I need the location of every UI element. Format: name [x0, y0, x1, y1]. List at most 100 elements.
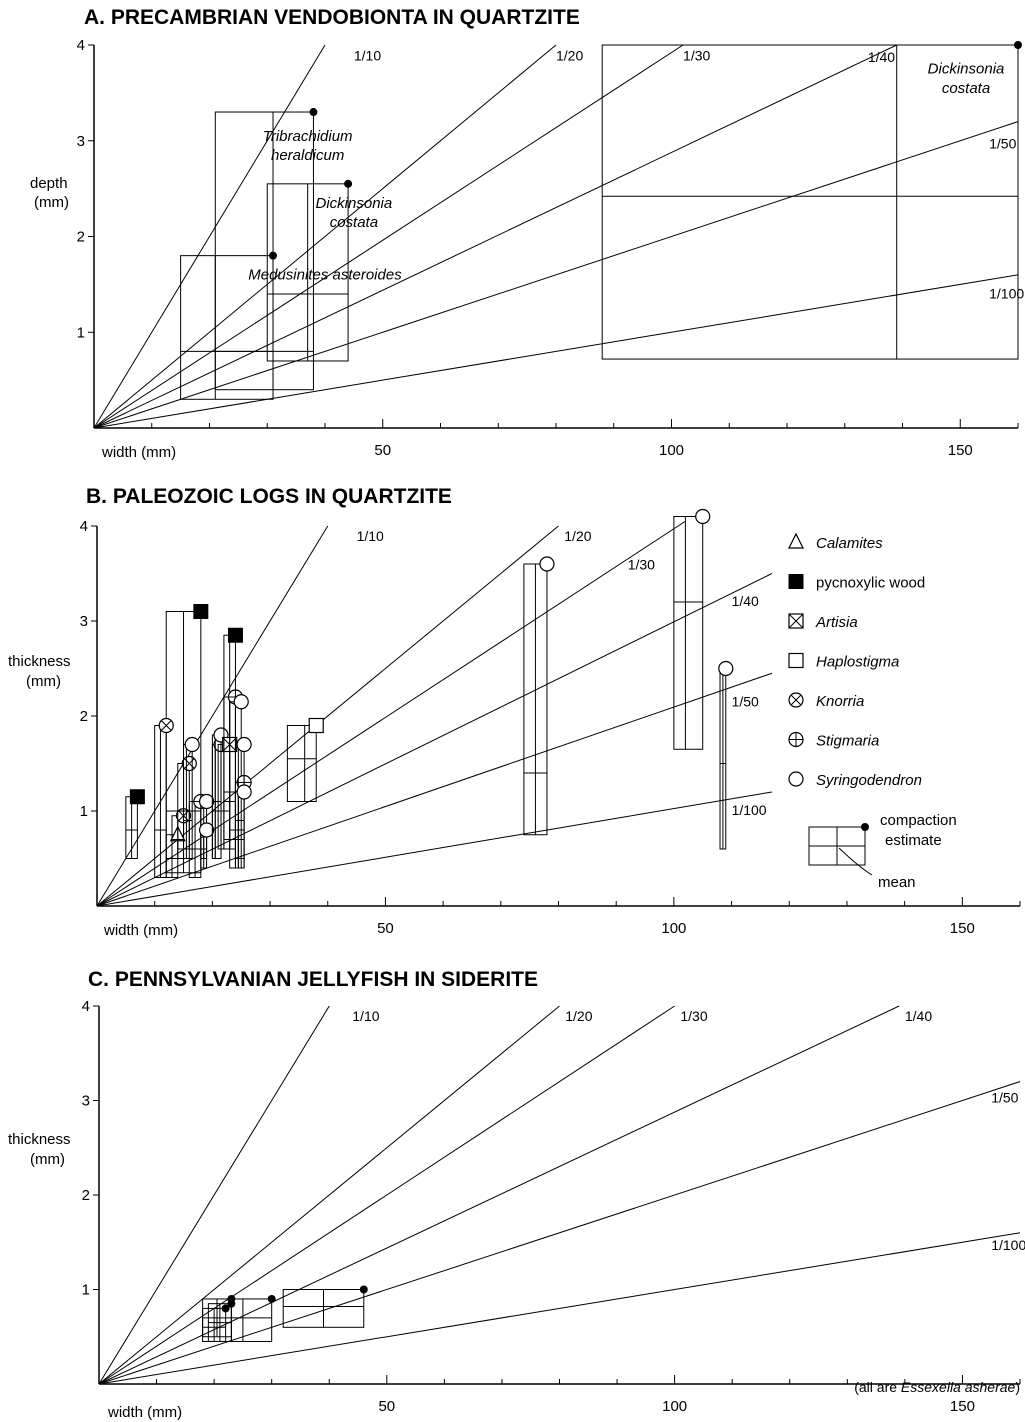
ratio-line — [93, 44, 557, 429]
panel-c-note: (all are Essexella asherae) — [854, 1379, 1020, 1395]
y-tick-label: 3 — [82, 1093, 90, 1110]
panel-a-xlabel: width (mm) — [101, 444, 176, 461]
compaction-estimate-dot — [359, 1285, 368, 1294]
compaction-estimate-marker — [236, 784, 252, 800]
panel-b-xlabel: width (mm) — [103, 922, 178, 939]
y-tick-label: 3 — [77, 133, 85, 150]
panel-b-ylabel-line2: (mm) — [26, 673, 61, 690]
compaction-estimate-marker — [227, 627, 243, 643]
ratio-label: 1/10 — [354, 47, 381, 63]
legend-marker-x2 — [790, 694, 802, 706]
ratio-line — [98, 1005, 560, 1385]
panel-a-ylabel-line1: depth — [30, 175, 68, 192]
compaction-estimate-marker — [199, 793, 215, 810]
ratio-line — [96, 573, 773, 907]
x-tick-label: 100 — [659, 442, 684, 459]
ratio-label: 1/100 — [989, 286, 1024, 302]
y-tick-label: 4 — [80, 518, 88, 535]
ratio-label: 1/10 — [357, 528, 384, 544]
range-box — [214, 111, 314, 391]
compaction-estimate-marker — [718, 660, 734, 677]
compaction-estimate-dot — [221, 1304, 230, 1313]
compaction-estimate-marker — [236, 736, 252, 753]
y-tick-label: 2 — [80, 708, 88, 725]
species-label: Dickinsonia — [316, 195, 393, 212]
panel-c-title: C. PENNSYLVANIAN JELLYFISH IN SIDERITE — [88, 968, 538, 991]
compaction-estimate-dot — [344, 179, 353, 188]
legend-key-mean-label: mean — [878, 874, 916, 891]
compaction-estimate-marker — [193, 604, 209, 619]
compaction-estimate-dot — [269, 251, 278, 260]
ratio-line — [96, 672, 773, 907]
legend-key-estimate-label: compaction — [880, 812, 957, 829]
legend-key-estimate-dot — [861, 823, 869, 831]
panel-b: B. PALEOZOIC LOGS IN QUARTZITE thickness… — [8, 485, 1021, 939]
panel-b-ylabel-line1: thickness — [8, 653, 71, 670]
ratio-label: 1/40 — [868, 49, 895, 65]
ratio-label: 1/100 — [991, 1237, 1025, 1253]
ratio-label: 1/50 — [991, 1089, 1018, 1105]
compaction-estimate-marker — [233, 694, 249, 710]
ratio-line — [96, 791, 773, 907]
y-tick-label: 2 — [77, 229, 85, 246]
y-tick-label: 4 — [82, 998, 90, 1015]
legend-marker-x2 — [788, 613, 804, 629]
x-tick-label: 50 — [374, 442, 391, 459]
x-tick-label: 50 — [378, 1398, 395, 1415]
panel-a-ylabel-line2: (mm) — [34, 194, 69, 211]
ratio-label: 1/20 — [556, 47, 583, 63]
y-tick-label: 3 — [80, 613, 88, 630]
legend-label: Stigmaria — [816, 733, 879, 750]
x-tick-label: 50 — [377, 920, 394, 937]
legend-key-estimate-label: estimate — [885, 832, 942, 849]
ratio-label: 1/50 — [989, 135, 1016, 151]
legend-label: Knorria — [816, 693, 864, 710]
panel-a-title: A. PRECAMBRIAN VENDOBIONTA IN QUARTZITE — [84, 6, 580, 29]
ratio-label: 1/10 — [352, 1008, 379, 1024]
x-tick-label: 100 — [661, 920, 686, 937]
ratio-line — [93, 44, 684, 429]
compaction-estimate-dot — [1014, 41, 1022, 49]
ratio-line — [93, 121, 1019, 429]
ratio-line — [98, 1232, 1021, 1385]
legend-label: Artisia — [815, 614, 858, 631]
ratio-line — [98, 1005, 330, 1385]
y-tick-label: 4 — [77, 37, 85, 54]
ratio-label: 1/40 — [905, 1008, 932, 1024]
ratio-line — [96, 520, 686, 907]
ratio-label: 1/20 — [564, 528, 591, 544]
species-label: costata — [942, 80, 990, 97]
panel-c-ylabel-line1: thickness — [8, 1131, 71, 1148]
compaction-estimate-marker — [308, 717, 324, 734]
panel-c-ylabel-line2: (mm) — [30, 1151, 65, 1168]
ratio-label: 1/100 — [732, 802, 767, 818]
range-box — [673, 516, 704, 750]
ratio-label: 1/30 — [680, 1008, 707, 1024]
ratio-line — [93, 44, 897, 429]
legend-label: Haplostigma — [816, 654, 899, 671]
species-label: costata — [330, 214, 378, 231]
legend-label: pycnoxylic wood — [816, 575, 925, 592]
y-tick-label: 1 — [77, 324, 85, 341]
panel-c-note-species: Essexella asherae — [901, 1379, 1016, 1395]
legend-marker — [788, 532, 804, 549]
panel-c-xlabel: width (mm) — [107, 1404, 182, 1421]
compaction-estimate-dot — [267, 1294, 276, 1303]
species-label: Medusinites asteroides — [248, 267, 402, 284]
legend-marker — [788, 652, 804, 669]
legend-label: Calamites — [816, 535, 883, 552]
y-tick-label: 1 — [82, 1282, 90, 1299]
ratio-label: 1/40 — [732, 593, 759, 609]
compaction-estimate-marker — [199, 822, 215, 838]
legend-key-mean-pointer — [838, 847, 873, 876]
panel-b-title: B. PALEOZOIC LOGS IN QUARTZITE — [86, 485, 452, 508]
compaction-estimate-marker-x2 — [160, 720, 172, 731]
ratio-line — [93, 44, 326, 429]
compaction-estimate-marker — [539, 556, 555, 572]
legend-marker — [788, 574, 804, 589]
range-box — [180, 255, 274, 400]
x-tick-label: 150 — [948, 442, 973, 459]
range-box — [601, 44, 1019, 360]
ratio-line — [98, 1081, 1021, 1385]
